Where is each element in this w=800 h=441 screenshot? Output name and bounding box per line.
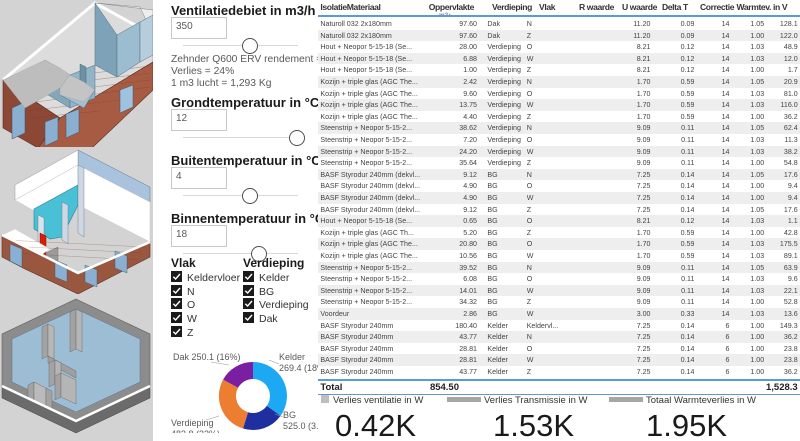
- svg-text:483.8 (32%): 483.8 (32%): [171, 429, 220, 433]
- svg-text:Dak 250.1 (16%): Dak 250.1 (16%): [173, 352, 241, 362]
- svg-text:BG: BG: [283, 410, 296, 420]
- svg-text:Kelder: Kelder: [279, 352, 305, 362]
